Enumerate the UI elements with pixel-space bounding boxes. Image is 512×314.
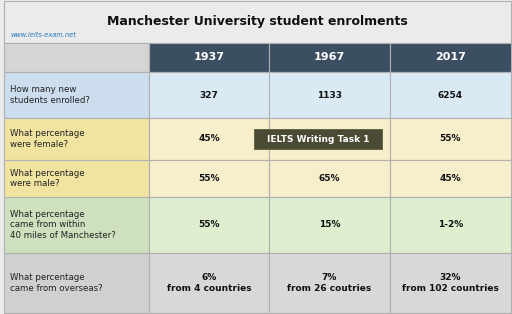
Bar bbox=[148, 43, 269, 72]
Text: 55%: 55% bbox=[198, 174, 220, 183]
Text: Manchester University student enrolments: Manchester University student enrolments bbox=[107, 15, 408, 28]
Text: 32%
from 102 countries: 32% from 102 countries bbox=[402, 273, 499, 293]
Bar bbox=[390, 43, 511, 72]
Text: What percentage
came from within
40 miles of Manchester?: What percentage came from within 40 mile… bbox=[10, 210, 116, 240]
Bar bbox=[148, 253, 269, 313]
Text: 6%
from 4 countries: 6% from 4 countries bbox=[166, 273, 251, 293]
Bar bbox=[4, 197, 148, 253]
Text: 2017: 2017 bbox=[435, 52, 466, 62]
Bar bbox=[254, 129, 382, 149]
Text: 55%: 55% bbox=[440, 134, 461, 143]
Bar bbox=[390, 253, 511, 313]
Text: What percentage
were female?: What percentage were female? bbox=[10, 129, 85, 149]
Bar bbox=[390, 160, 511, 197]
Bar bbox=[148, 160, 269, 197]
Bar bbox=[148, 72, 269, 118]
Text: 45%: 45% bbox=[198, 134, 220, 143]
Bar bbox=[4, 43, 148, 72]
Bar bbox=[269, 72, 390, 118]
Text: 1-2%: 1-2% bbox=[438, 220, 463, 229]
Text: 1967: 1967 bbox=[314, 52, 345, 62]
Text: How many new
students enrolled?: How many new students enrolled? bbox=[10, 85, 90, 105]
Bar bbox=[148, 197, 269, 253]
Text: 55%: 55% bbox=[198, 220, 220, 229]
Bar bbox=[269, 160, 390, 197]
Bar bbox=[269, 253, 390, 313]
Text: What percentage
came from overseas?: What percentage came from overseas? bbox=[10, 273, 103, 293]
Text: www.ielts-exam.net: www.ielts-exam.net bbox=[10, 32, 76, 38]
Bar bbox=[4, 72, 148, 118]
Text: IELTS Writing Task 1: IELTS Writing Task 1 bbox=[267, 135, 369, 144]
Text: What percentage
were male?: What percentage were male? bbox=[10, 169, 85, 188]
Bar bbox=[269, 118, 390, 160]
Bar bbox=[4, 253, 148, 313]
Bar bbox=[148, 118, 269, 160]
Bar bbox=[269, 197, 390, 253]
Bar bbox=[390, 72, 511, 118]
Bar bbox=[4, 160, 148, 197]
Text: 15%: 15% bbox=[319, 220, 340, 229]
Bar bbox=[4, 1, 511, 43]
Text: 45%: 45% bbox=[440, 174, 461, 183]
Text: 7%
from 26 coutries: 7% from 26 coutries bbox=[287, 273, 372, 293]
Text: 6254: 6254 bbox=[438, 90, 463, 100]
Text: 65%: 65% bbox=[319, 174, 340, 183]
Text: 327: 327 bbox=[200, 90, 218, 100]
Bar bbox=[269, 43, 390, 72]
Text: 1133: 1133 bbox=[317, 90, 342, 100]
Text: 1937: 1937 bbox=[194, 52, 224, 62]
Bar bbox=[4, 118, 148, 160]
Bar bbox=[390, 118, 511, 160]
Text: 35%: 35% bbox=[319, 134, 340, 143]
Bar bbox=[390, 197, 511, 253]
